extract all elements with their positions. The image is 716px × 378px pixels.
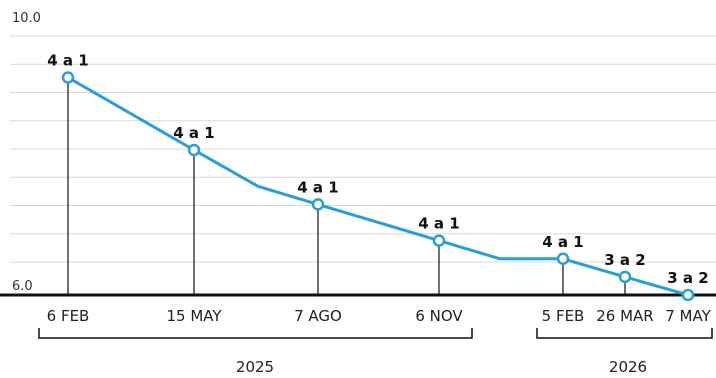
data-label: 3 a 2 <box>667 269 708 287</box>
data-point-marker <box>681 288 695 302</box>
year-bracket-2025 <box>38 328 473 339</box>
data-point-marker <box>618 270 632 284</box>
x-tick-label: 5 FEB <box>542 307 585 325</box>
y-min-label: 6.0 <box>12 279 33 294</box>
x-tick-label: 6 FEB <box>47 307 90 325</box>
x-tick-label: 26 MAR <box>596 307 653 325</box>
data-label: 4 a 1 <box>47 52 88 70</box>
data-point-marker <box>556 252 570 265</box>
data-point-marker <box>61 71 75 84</box>
data-label: 4 a 1 <box>418 215 459 233</box>
y-max-label: 10.0 <box>12 11 41 26</box>
x-tick-label: 6 NOV <box>415 307 463 325</box>
markers <box>61 71 695 302</box>
data-label: 4 a 1 <box>542 233 583 251</box>
data-point-marker <box>187 143 201 157</box>
data-label: 3 a 2 <box>604 251 645 269</box>
year-brackets: 2025 2026 <box>38 328 713 376</box>
data-label: 4 a 1 <box>297 178 338 196</box>
data-labels: 4 a 1 4 a 1 4 a 1 4 a 1 4 a 1 3 a 2 3 a 2 <box>47 52 708 288</box>
year-label-2026: 2026 <box>609 358 647 376</box>
x-tick-labels: 6 FEB 15 MAY 7 AGO 6 NOV 5 FEB 26 MAR 7 MAY <box>47 307 712 325</box>
gridlines <box>10 35 716 263</box>
drop-lines <box>67 77 626 295</box>
data-label: 4 a 1 <box>173 124 214 142</box>
data-point-marker <box>311 198 325 211</box>
data-point-marker <box>432 234 446 247</box>
year-label-2025: 2025 <box>236 358 274 376</box>
x-tick-label: 15 MAY <box>166 307 222 325</box>
x-tick-label: 7 AGO <box>294 307 342 325</box>
year-bracket-2026 <box>536 328 713 339</box>
x-tick-label: 7 MAY <box>665 307 711 325</box>
